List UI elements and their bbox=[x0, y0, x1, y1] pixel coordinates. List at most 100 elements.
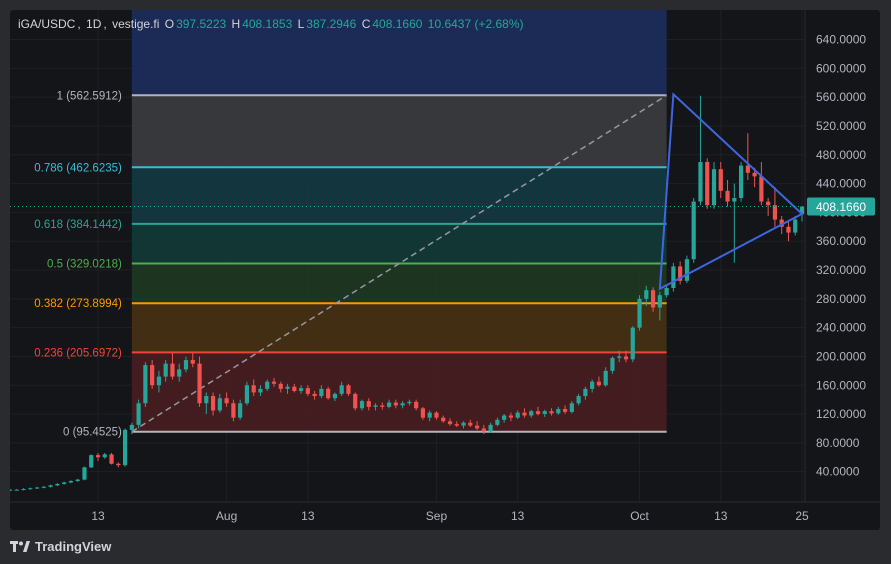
candle bbox=[122, 428, 128, 467]
candle bbox=[278, 381, 283, 393]
candle bbox=[62, 481, 67, 485]
candle bbox=[14, 488, 19, 491]
candle-body bbox=[772, 205, 778, 220]
candle-body bbox=[596, 381, 602, 386]
candle-body bbox=[326, 388, 331, 399]
candle bbox=[292, 383, 297, 393]
candle-body bbox=[495, 419, 500, 425]
candle bbox=[718, 161, 723, 198]
candle bbox=[420, 406, 426, 420]
chart-canvas[interactable]: 1 (562.5912) 0.786 (462.6235) 0.618 (384.1… bbox=[10, 10, 880, 530]
candle bbox=[359, 399, 365, 411]
candle bbox=[319, 385, 324, 399]
fib-trend-line bbox=[131, 94, 668, 433]
candle bbox=[346, 383, 351, 397]
candle bbox=[447, 418, 453, 426]
time-tick-label: 13 bbox=[511, 509, 525, 523]
candle bbox=[265, 379, 270, 392]
candle-body bbox=[738, 165, 744, 198]
candle-body bbox=[650, 290, 656, 308]
candle-body bbox=[359, 401, 365, 409]
candle-body bbox=[698, 161, 703, 202]
candle-body bbox=[644, 290, 649, 299]
candle bbox=[305, 385, 310, 397]
candle-body bbox=[353, 393, 358, 409]
price-tick-label: 200.0000 bbox=[816, 349, 866, 363]
candle bbox=[657, 291, 662, 321]
candle-body bbox=[278, 383, 283, 389]
candle-body bbox=[163, 363, 168, 377]
candle-body bbox=[28, 488, 33, 490]
candle-body bbox=[562, 409, 568, 412]
candle-body bbox=[298, 388, 304, 392]
candle bbox=[562, 405, 568, 415]
candle bbox=[170, 352, 175, 380]
candle bbox=[231, 399, 236, 422]
candle bbox=[21, 488, 26, 491]
fib-level-label: 1 (562.5912) bbox=[57, 90, 122, 102]
candle bbox=[102, 452, 107, 459]
candle bbox=[380, 402, 385, 410]
candle-body bbox=[89, 455, 94, 468]
candle bbox=[522, 408, 527, 418]
candle bbox=[766, 197, 771, 217]
symbol-legend: iGA/USDC, 1D, vestige.fi O 397.5223 H 408.… bbox=[18, 17, 524, 31]
candle bbox=[129, 422, 134, 435]
candle bbox=[75, 478, 80, 482]
candle bbox=[400, 401, 405, 409]
candle bbox=[461, 421, 466, 429]
candle bbox=[109, 452, 114, 465]
candle-body bbox=[21, 488, 26, 490]
candle-body bbox=[238, 403, 243, 418]
candle-body bbox=[346, 385, 351, 394]
candle-body bbox=[150, 365, 155, 386]
candle-body bbox=[786, 226, 791, 233]
candle bbox=[556, 406, 561, 415]
fib-level-label: 0.786 (462.6235) bbox=[34, 162, 122, 174]
candle bbox=[488, 422, 493, 433]
candle-body bbox=[183, 360, 189, 370]
candle bbox=[210, 392, 216, 416]
candle bbox=[89, 454, 94, 469]
last-price-tag-label: 408.1660 bbox=[816, 200, 866, 214]
time-tick-label: 25 bbox=[795, 509, 809, 523]
candle-body bbox=[434, 412, 439, 418]
candle bbox=[745, 133, 750, 180]
time-tick-label: 13 bbox=[301, 509, 315, 523]
candle-body bbox=[745, 165, 750, 173]
candle bbox=[468, 419, 473, 428]
candle-body bbox=[576, 396, 581, 404]
candle-body bbox=[664, 288, 669, 296]
candle bbox=[414, 399, 419, 411]
candle-body bbox=[386, 402, 392, 407]
candle bbox=[217, 393, 222, 413]
candle-body bbox=[129, 424, 134, 430]
candle-body bbox=[766, 201, 771, 206]
candle-body bbox=[258, 388, 263, 393]
symbol-interval[interactable]: 1D bbox=[86, 17, 102, 31]
candle bbox=[393, 399, 398, 409]
candle bbox=[542, 409, 547, 417]
candle bbox=[312, 391, 317, 400]
candle bbox=[427, 410, 432, 422]
fib-level-label: 0 (95.4525) bbox=[63, 427, 122, 439]
candle-body bbox=[34, 487, 40, 489]
candle bbox=[691, 197, 696, 263]
candle-body bbox=[603, 370, 608, 386]
candle bbox=[705, 158, 710, 209]
candle-body bbox=[204, 396, 209, 404]
chart-frame[interactable]: 1 (562.5912) 0.786 (462.6235) 0.618 (384.1… bbox=[10, 10, 880, 530]
candle bbox=[224, 392, 229, 407]
candle-body bbox=[116, 463, 121, 466]
tradingview-logo[interactable]: TradingView bbox=[10, 539, 111, 554]
price-tick-label: 360.0000 bbox=[816, 234, 866, 248]
candle-body bbox=[75, 479, 80, 482]
candle-body bbox=[82, 467, 87, 480]
symbol-pair[interactable]: iGA/USDC bbox=[18, 17, 76, 31]
candle-body bbox=[529, 411, 534, 416]
candle-body bbox=[339, 385, 344, 394]
candle-body bbox=[244, 385, 250, 404]
price-tick-label: 160.0000 bbox=[816, 378, 866, 392]
candle bbox=[474, 421, 480, 430]
candle-body bbox=[197, 363, 202, 404]
